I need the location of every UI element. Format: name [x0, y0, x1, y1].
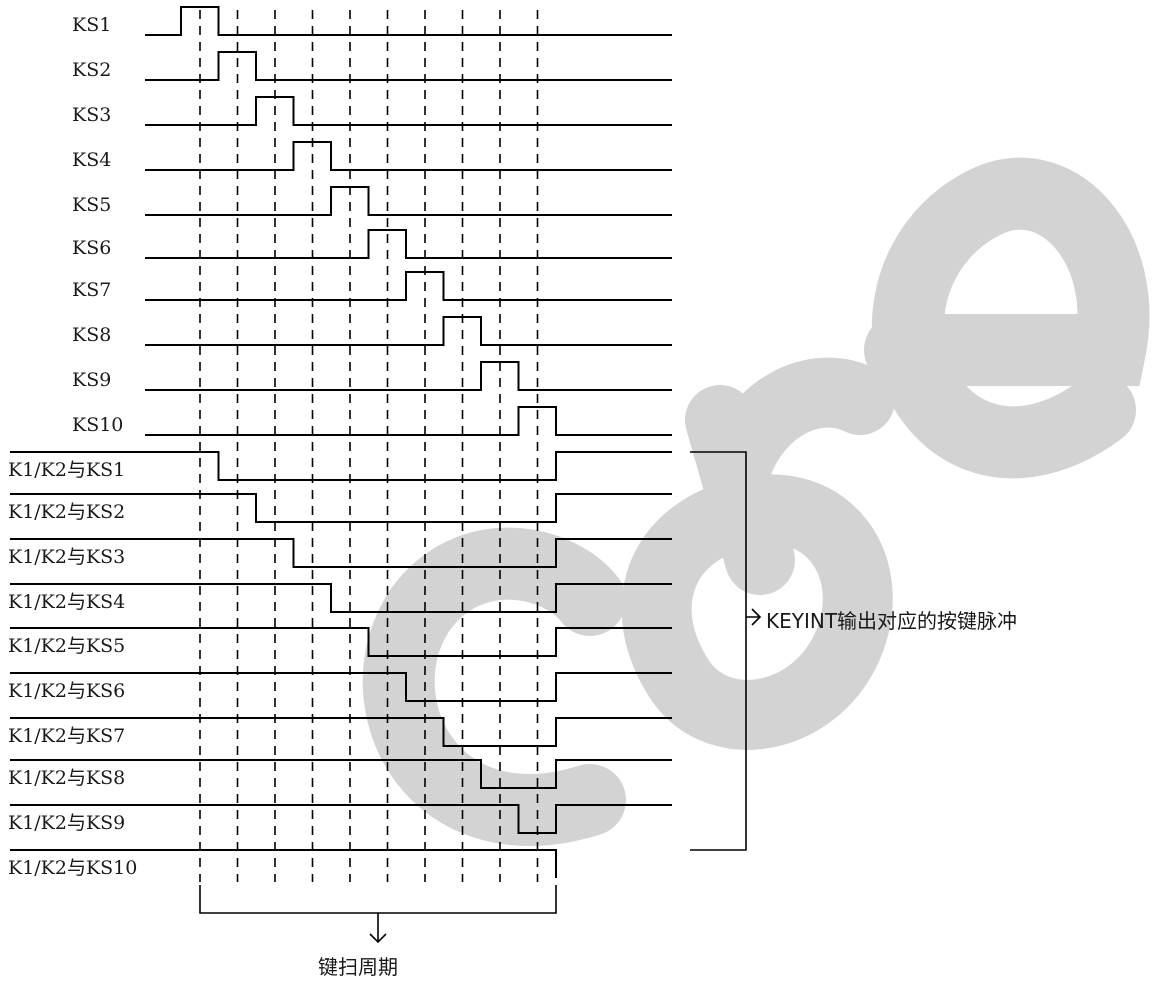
ks2-label: KS2: [72, 59, 111, 81]
k-ks1-waveform: [10, 451, 672, 481]
keyint-annotation: KEYINT输出对应的按键脉冲: [766, 609, 1017, 633]
ks9-waveform: [145, 361, 672, 391]
ks8-waveform: [145, 316, 672, 346]
ks6-waveform: [145, 229, 672, 259]
ks10-label: KS10: [72, 414, 123, 436]
k-ks5-label: K1/K2与KS5: [8, 635, 125, 657]
ks5-waveform: [145, 186, 672, 216]
ks4-waveform: [145, 141, 672, 171]
ks7-label: KS7: [72, 279, 111, 301]
watermark-r: [685, 357, 895, 595]
k-ks6-label: K1/K2与KS6: [8, 680, 125, 702]
k-ks10-label: K1/K2与KS10: [8, 857, 137, 879]
k-ks1-label: K1/K2与KS1: [8, 459, 125, 481]
ks10-waveform: [145, 406, 672, 436]
k-ks4-waveform: [10, 583, 672, 613]
ks4-label: KS4: [72, 149, 111, 171]
ks1-label: KS1: [72, 14, 111, 36]
watermark-o: [621, 474, 893, 750]
ks1-waveform: [145, 6, 672, 36]
ks6-label: KS6: [72, 237, 111, 259]
scan-period-bracket: [199, 885, 557, 914]
k-ks3-waveform: [10, 538, 672, 568]
keyint-bracket: [690, 451, 747, 851]
k-ks8-label: K1/K2与KS8: [8, 767, 125, 789]
ks9-label: KS9: [72, 369, 111, 391]
k-ks8-waveform: [10, 759, 672, 789]
ks2-waveform: [145, 51, 672, 81]
ks8-label: KS8: [72, 324, 111, 346]
scan-period-annotation: 键扫周期: [318, 955, 398, 979]
k-ks9-label: K1/K2与KS9: [8, 812, 125, 834]
scan-period-arrow: [369, 913, 387, 944]
ks3-label: KS3: [72, 104, 111, 126]
ks7-waveform: [145, 271, 672, 301]
k-ks7-label: K1/K2与KS7: [8, 725, 125, 747]
k-ks2-waveform: [10, 493, 672, 523]
k-ks7-waveform: [10, 717, 672, 747]
k-ks10-waveform: [10, 849, 557, 878]
ks3-waveform: [145, 96, 672, 126]
k-ks5-waveform: [10, 627, 672, 657]
k-ks3-label: K1/K2与KS3: [8, 546, 125, 568]
k-ks2-label: K1/K2与KS2: [8, 501, 125, 523]
k-ks9-waveform: [10, 804, 672, 834]
ks5-label: KS5: [72, 194, 111, 216]
k-ks4-label: K1/K2与KS4: [8, 591, 125, 613]
k-ks6-waveform: [10, 672, 672, 702]
watermark-e: [864, 157, 1150, 479]
keyint-arrow: [746, 608, 762, 626]
